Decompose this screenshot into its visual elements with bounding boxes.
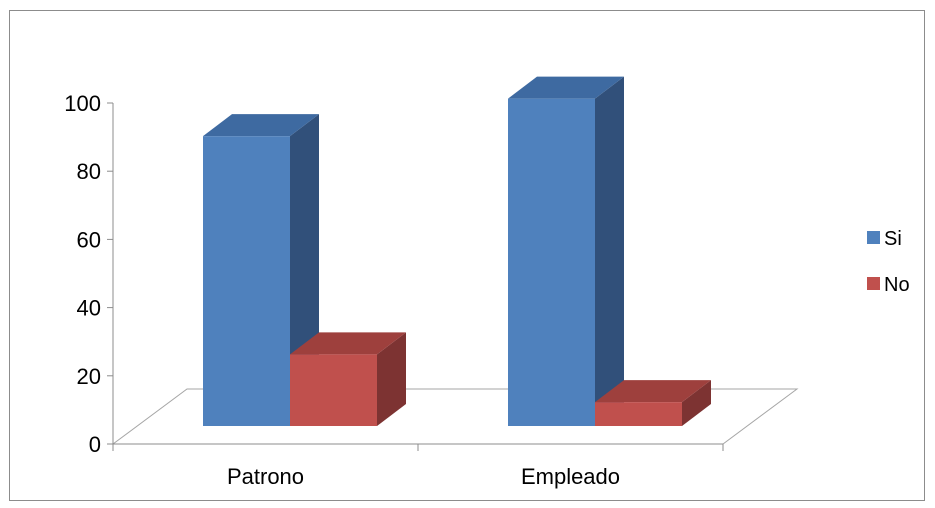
y-tick-label: 80 [77, 159, 101, 184]
chart-border [9, 10, 925, 501]
bar-top-si [508, 76, 624, 99]
bar-si-patrono [203, 136, 290, 426]
y-tick-label: 60 [77, 227, 101, 252]
legend-label-si: Si [884, 228, 902, 250]
bar-side-no [682, 380, 711, 426]
bar-no-empleado [595, 402, 682, 426]
x-category-label: Empleado [521, 464, 620, 489]
bar-side-no [377, 332, 406, 426]
bar-top-no [290, 332, 406, 355]
y-tick-label: 20 [77, 364, 101, 389]
y-tick-label: 0 [89, 432, 101, 457]
legend-swatch-no [867, 277, 880, 290]
bar-top-si [203, 114, 319, 137]
bar-top-no [595, 380, 711, 403]
bar-no-patrono [290, 354, 377, 426]
y-tick-label: 40 [77, 296, 101, 321]
bar-si-empleado [508, 98, 595, 426]
bar-side-si [595, 76, 624, 426]
legend-label-no: No [884, 274, 910, 296]
legend-swatch-si [867, 231, 880, 244]
y-tick-label: 100 [64, 91, 101, 116]
x-category-label: Patrono [227, 464, 304, 489]
